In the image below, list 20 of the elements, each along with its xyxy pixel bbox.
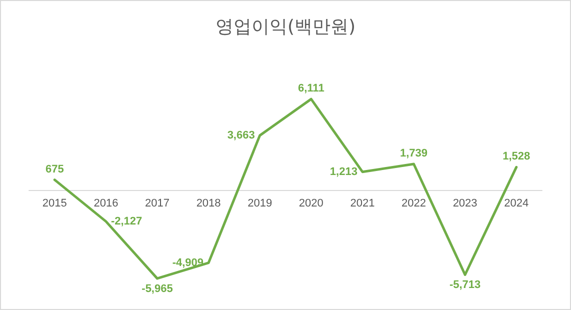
- data-label: 3,663: [227, 129, 255, 142]
- data-label: -2,127: [110, 215, 142, 228]
- x-tick-label: 2018: [196, 197, 221, 210]
- chart-title: 영업이익(백만원): [215, 16, 356, 38]
- x-tick-label: 2015: [42, 197, 67, 210]
- data-label: -5,965: [142, 282, 173, 295]
- x-tick-label: 2020: [298, 197, 324, 210]
- x-tick-label: 2022: [402, 197, 426, 210]
- x-tick-label: 2016: [94, 197, 118, 210]
- x-tick-label: 2019: [248, 197, 272, 210]
- x-tick-label: 2023: [452, 197, 478, 210]
- data-label: 1,739: [400, 148, 428, 160]
- data-label: 1,528: [502, 150, 530, 163]
- x-tick-label: 2024: [504, 197, 529, 210]
- data-label: 675: [45, 163, 64, 176]
- x-tick-label: 2017: [145, 197, 170, 210]
- data-label: -5,713: [449, 279, 481, 292]
- data-label: 6,111: [298, 82, 324, 95]
- x-tick-label: 2021: [350, 197, 375, 210]
- data-label: 1,213: [330, 166, 358, 178]
